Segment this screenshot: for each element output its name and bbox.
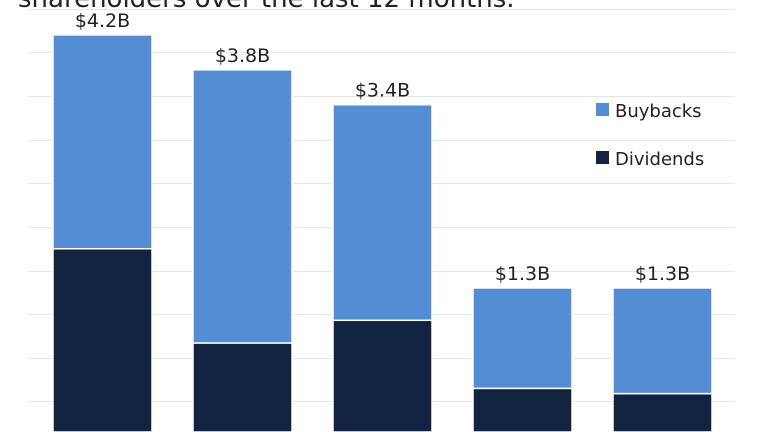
- legend: Buybacks Dividends: [596, 101, 704, 170]
- bar-buybacks: [332, 103, 433, 322]
- legend-swatch-buybacks: [596, 103, 609, 116]
- bar-dividends: [52, 247, 153, 432]
- total-labels: $4.2B $3.8B $3.4B $1.3B $1.3B: [75, 10, 690, 285]
- bar-total-label: $3.8B: [215, 45, 270, 67]
- chart-title: shareholders over the last 12 months.: [18, 0, 758, 14]
- bar-buybacks: [612, 287, 713, 395]
- bar-total-label: $4.2B: [75, 10, 130, 32]
- bar-dividends: [332, 319, 433, 432]
- bar-buybacks: [192, 69, 293, 344]
- legend-swatch-dividends: [596, 151, 609, 164]
- legend-label-buybacks: Buybacks: [615, 101, 702, 122]
- bar-dividends: [192, 342, 293, 432]
- bar-buybacks: [52, 34, 153, 250]
- bar-total-label: $1.3B: [635, 263, 690, 285]
- bar-total-label: $3.4B: [355, 80, 410, 102]
- bar-dividends: [612, 392, 713, 432]
- bar-dividends: [472, 387, 573, 432]
- bar-buybacks: [472, 287, 573, 390]
- legend-label-dividends: Dividends: [615, 149, 704, 170]
- bar-total-label: $1.3B: [495, 263, 550, 285]
- bars: [52, 34, 713, 432]
